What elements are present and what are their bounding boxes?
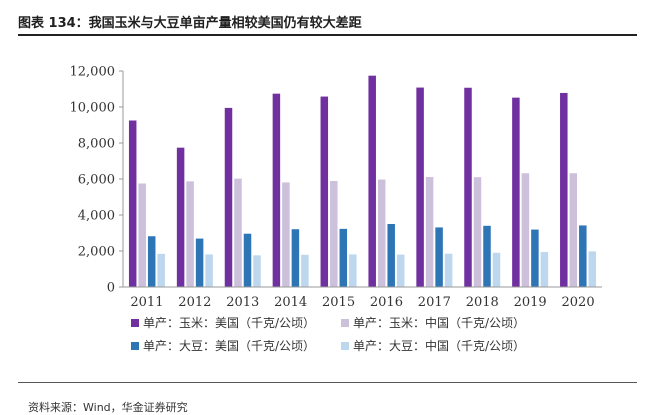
bar bbox=[569, 173, 578, 287]
bar bbox=[588, 251, 597, 287]
bar bbox=[483, 225, 491, 287]
source-note: 资料来源：Wind，华金证券研究 bbox=[28, 401, 188, 414]
plot-area: 0 2,000 4,000 6,000 8,000 10,000 12,000 2011 201… bbox=[70, 65, 602, 310]
bar bbox=[387, 224, 395, 287]
bar bbox=[464, 87, 472, 288]
bar bbox=[540, 252, 549, 287]
x-tick-label: 2016 bbox=[370, 295, 403, 310]
legend-label: 单产：玉米：中国（千克/公顷） bbox=[353, 315, 525, 330]
x-tick-label: 2015 bbox=[322, 295, 355, 310]
chart-title: 图表 134：我国玉米与大豆单亩产量相较美国仍有较大差距 bbox=[18, 16, 362, 31]
legend-label: 单产：大豆：美国（千克/公顷） bbox=[143, 339, 315, 353]
bar bbox=[521, 173, 530, 287]
bar bbox=[253, 255, 261, 287]
x-tick-label: 2017 bbox=[418, 295, 451, 310]
bar bbox=[560, 92, 568, 288]
bar bbox=[377, 179, 386, 287]
x-tick-label: 2012 bbox=[178, 295, 211, 310]
legend-swatch bbox=[341, 342, 349, 350]
bar bbox=[512, 97, 520, 287]
bar bbox=[128, 120, 137, 287]
legend-label: 单产：大豆：中国（千克/公顷） bbox=[353, 338, 525, 353]
bar bbox=[396, 254, 405, 287]
x-tick-label: 2013 bbox=[226, 295, 259, 310]
bar bbox=[272, 93, 281, 288]
bar bbox=[579, 225, 587, 287]
bar bbox=[301, 254, 309, 287]
bar bbox=[339, 228, 348, 287]
legend-swatch bbox=[341, 319, 349, 327]
bar bbox=[368, 75, 376, 288]
bar bbox=[473, 177, 482, 287]
bar bbox=[330, 180, 338, 287]
bar bbox=[205, 254, 213, 287]
bar bbox=[147, 236, 156, 287]
x-tick-label: 2018 bbox=[466, 295, 499, 310]
bar bbox=[416, 87, 424, 287]
legend-label: 单产：玉米：美国（千克/公顷） bbox=[143, 316, 315, 330]
legend-swatch bbox=[131, 319, 139, 327]
y-tick-label: 6,000 bbox=[78, 173, 115, 188]
bar bbox=[291, 229, 300, 287]
bar bbox=[243, 233, 252, 287]
y-tick-label: 0 bbox=[107, 281, 115, 296]
x-tick-label: 2020 bbox=[562, 295, 595, 310]
y-tick-label: 10,000 bbox=[70, 101, 116, 116]
x-tick-label: 2011 bbox=[130, 295, 163, 310]
bar bbox=[157, 253, 165, 287]
bar bbox=[531, 229, 539, 287]
bar bbox=[444, 253, 453, 287]
title-rule bbox=[18, 34, 637, 36]
y-tick-label: 8,000 bbox=[78, 137, 115, 152]
bar bbox=[186, 181, 194, 287]
legend-swatch bbox=[131, 342, 139, 350]
bar bbox=[349, 254, 357, 287]
bar bbox=[234, 178, 242, 287]
chart: 0 2,000 4,000 6,000 8,000 10,000 12,000 2011 201… bbox=[70, 65, 602, 353]
bar bbox=[176, 147, 185, 287]
x-tick-label: 2014 bbox=[274, 295, 307, 310]
bar bbox=[138, 183, 146, 287]
bar bbox=[195, 238, 204, 287]
bar bbox=[320, 96, 329, 287]
x-tick-label: 2019 bbox=[514, 295, 547, 310]
bar bbox=[492, 252, 501, 287]
bar bbox=[224, 107, 233, 288]
bar bbox=[435, 227, 443, 287]
y-tick-label: 2,000 bbox=[78, 245, 115, 260]
bar bbox=[425, 177, 434, 287]
y-tick-label: 12,000 bbox=[70, 65, 116, 80]
legend: 单产：玉米：美国（千克/公顷） 单产：玉米：中国（千克/公顷） 单产：大豆：美国（千… bbox=[131, 315, 525, 353]
bar bbox=[282, 182, 290, 287]
y-tick-label: 4,000 bbox=[78, 209, 115, 224]
footer-rule bbox=[18, 382, 637, 383]
